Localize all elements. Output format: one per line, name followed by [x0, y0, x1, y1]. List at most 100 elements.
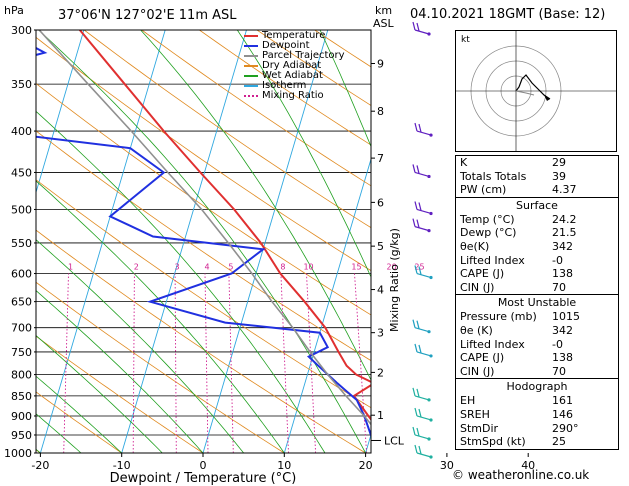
km-tick-label: 7 [377, 152, 384, 165]
pressure-tick-label: 850 [11, 390, 32, 403]
legend-label: Dry Adiabat [262, 60, 322, 71]
legend-swatch [244, 55, 258, 57]
legend-item: Wet Adiabat [244, 71, 345, 81]
pressure-tick-label: 1000 [4, 447, 32, 460]
hodograph-trace [515, 74, 551, 100]
legend-label: Parcel Trajectory [262, 50, 345, 61]
dry-adiabat-line [36, 130, 371, 362]
legend-item: Temperature [244, 31, 345, 41]
parcel-trajectory-line [38, 30, 371, 426]
legend-item: Dewpoint [244, 41, 345, 51]
legend-swatch [244, 65, 258, 67]
pressure-tick-label: 400 [11, 125, 32, 138]
surface-title: Surface [516, 198, 558, 212]
legend-label: Mixing Ratio [262, 90, 324, 101]
hodograph-row: StmSpd (kt) 25 [460, 435, 566, 449]
wet-adiabat-line [38, 30, 366, 453]
unstable-row: CAPE (J) 138 [460, 351, 573, 365]
legend-swatch [244, 35, 258, 37]
dry-adiabat-line [141, 30, 371, 187]
dry-adiabat-line [36, 391, 123, 453]
dewpoint-line [36, 46, 371, 439]
mixing-ratio-label: 2 [134, 263, 139, 272]
pressure-tick-label: 550 [11, 237, 32, 250]
hodograph-kt-label: kt [461, 35, 470, 45]
temp-tick-label: 40 [521, 459, 535, 472]
station-location: 37°06'N 127°02'E 11m ASL [58, 8, 237, 23]
pressure-tick-label: 950 [11, 429, 32, 442]
mixing-ratio-axis-title: Mixing Ratio (g/kg) [388, 228, 401, 332]
temp-tick-label: -20 [31, 459, 49, 472]
km-tick-label: 5 [377, 240, 384, 253]
dry-adiabat-line [36, 335, 204, 453]
indices-panel: K 29 Totals Totals 39 PW (cm) 4.37 Surface … [455, 155, 619, 450]
wind-barb-icon [412, 218, 431, 233]
most-unstable-section: Most Unstable Pressure (mb) 1015 θe (K) 34… [456, 295, 618, 380]
hodograph-arrow-icon [544, 95, 550, 101]
mixing-ratio-label: 4 [204, 263, 209, 272]
mixing-ratio-line [354, 273, 368, 453]
legend-swatch [244, 95, 258, 97]
pressure-tick-label: 650 [11, 296, 32, 309]
most-unstable-title: Most Unstable [497, 296, 577, 310]
mixing-ratio-label: 15 [351, 263, 361, 272]
legend-item: Parcel Trajectory [244, 51, 345, 61]
surface-row: CAPE (J) 138 [460, 267, 573, 281]
pressure-tick-label: 700 [11, 322, 32, 335]
km-tick-label: 8 [377, 105, 384, 118]
km-axis-unit: km [375, 4, 393, 17]
mixing-ratio-line [174, 273, 177, 453]
temp-tick-label: 20 [359, 459, 373, 472]
x-axis-title: Dewpoint / Temperature (°C) [110, 471, 297, 486]
legend-item: Isotherm [244, 81, 345, 91]
isotherm-line [121, 30, 247, 453]
pressure-tick-label: 750 [11, 346, 32, 359]
wind-barb-icon [412, 319, 431, 334]
unstable-row: CIN (J) 70 [460, 364, 566, 378]
wind-barb-icon [414, 122, 433, 137]
km-tick-label: 2 [377, 366, 384, 379]
wet-adiabat-line [319, 30, 371, 148]
index-row-pw: PW (cm) 4.37 [460, 183, 577, 197]
mixing-ratio-line [280, 273, 289, 453]
pressure-tick-label: 300 [11, 24, 32, 37]
asl-axis-unit: ASL [373, 17, 394, 30]
wind-barb-icon [414, 201, 433, 216]
pressure-tick-label: 350 [11, 78, 32, 91]
isotherm-line [39, 30, 166, 453]
dry-adiabat-line [36, 449, 42, 453]
surface-row: Dewp (°C) 21.5 [460, 226, 577, 240]
legend-swatch [244, 85, 258, 87]
hodograph-row: StmDir 290° [460, 421, 579, 435]
wet-adiabat-line [36, 448, 41, 453]
isotherm-line [202, 30, 329, 453]
dry-adiabat-line [83, 30, 371, 229]
wind-barb-icon [412, 387, 431, 402]
km-tick-label: 4 [377, 284, 384, 297]
km-tick-label: 1 [377, 409, 384, 422]
dry-adiabat-line [36, 36, 371, 272]
wind-barb-icon [412, 426, 431, 441]
km-tick-label: 6 [377, 196, 384, 209]
legend-label: Temperature [262, 30, 326, 41]
mixing-ratio-label: 1 [68, 263, 73, 272]
unstable-row: Lifted Index -0 [460, 337, 563, 351]
temp-tick-label: 10 [277, 459, 291, 472]
wind-barb-icon [414, 265, 433, 280]
index-row-totals: Totals Totals 39 [460, 169, 566, 183]
wet-adiabat-line [236, 30, 371, 278]
footer-credit: © weatheronline.co.uk [452, 468, 590, 482]
legend-label: Dewpoint [262, 40, 310, 51]
wet-adiabat-line [36, 335, 163, 453]
mixing-ratio-label: 10 [303, 263, 313, 272]
wet-adiabat-line [36, 413, 82, 453]
isotherm-line [36, 30, 85, 194]
wind-barb-icon [414, 343, 433, 358]
isotherm-line [283, 157, 371, 453]
lcl-label: LCL [384, 434, 405, 447]
pressure-tick-label: 600 [11, 268, 32, 281]
surface-row: CIN (J) 70 [460, 280, 566, 294]
temp-tick-label: -10 [113, 459, 131, 472]
general-indices: K 29 Totals Totals 39 PW (cm) 4.37 [456, 156, 618, 198]
